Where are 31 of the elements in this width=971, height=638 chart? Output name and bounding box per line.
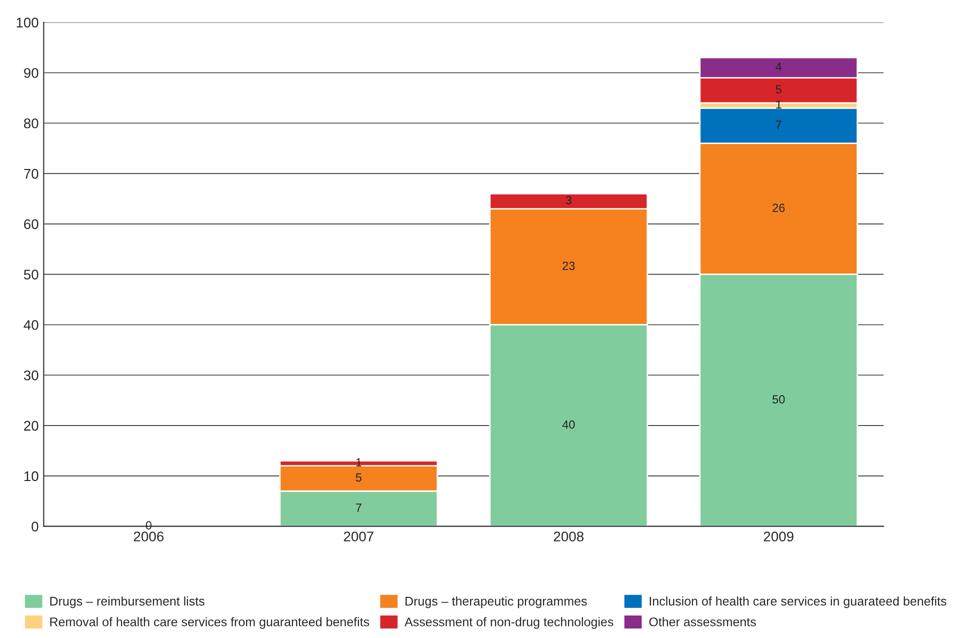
x-tick-label: 2006 (134, 532, 164, 542)
legend-label: Drugs – reimbursement lists (50, 596, 204, 608)
data-label: 23 (562, 262, 575, 270)
data-label: 5 (356, 473, 362, 482)
legend-label: Other assessments (649, 617, 756, 626)
y-tick-label: 100 (16, 18, 38, 28)
data-label: 26 (772, 204, 785, 212)
data-label: 3 (566, 196, 572, 204)
y-tick-label: 70 (24, 168, 38, 179)
data-label: 5 (776, 85, 782, 94)
legend-label: Assessment of non-drug technologies (404, 617, 614, 629)
legend-label: Inclusion of health care services in guarateed benefits (650, 596, 946, 608)
y-tick-label: 90 (24, 68, 38, 78)
data-label: 50 (772, 395, 785, 404)
y-tick-label: 60 (24, 219, 38, 230)
data-label: 4 (776, 62, 782, 71)
data-label: 40 (562, 420, 575, 429)
data-label: 7 (776, 120, 782, 129)
data-label: 7 (356, 504, 362, 512)
y-tick-label: 20 (24, 420, 38, 431)
legend-label: Drugs – therapeutic programmes (406, 596, 587, 608)
x-tick-label: 2008 (554, 532, 584, 542)
y-tick-label: 0 (32, 522, 38, 532)
x-tick-label: 2009 (764, 532, 794, 542)
y-tick-label: 30 (24, 370, 38, 380)
y-tick-label: 80 (24, 118, 38, 128)
y-tick-label: 40 (24, 320, 38, 330)
x-tick-label: 2007 (344, 532, 374, 542)
y-tick-label: 50 (24, 270, 38, 280)
legend-label: Removal of health care services from guaranteed benefits (50, 617, 370, 629)
y-tick-label: 10 (24, 471, 38, 482)
